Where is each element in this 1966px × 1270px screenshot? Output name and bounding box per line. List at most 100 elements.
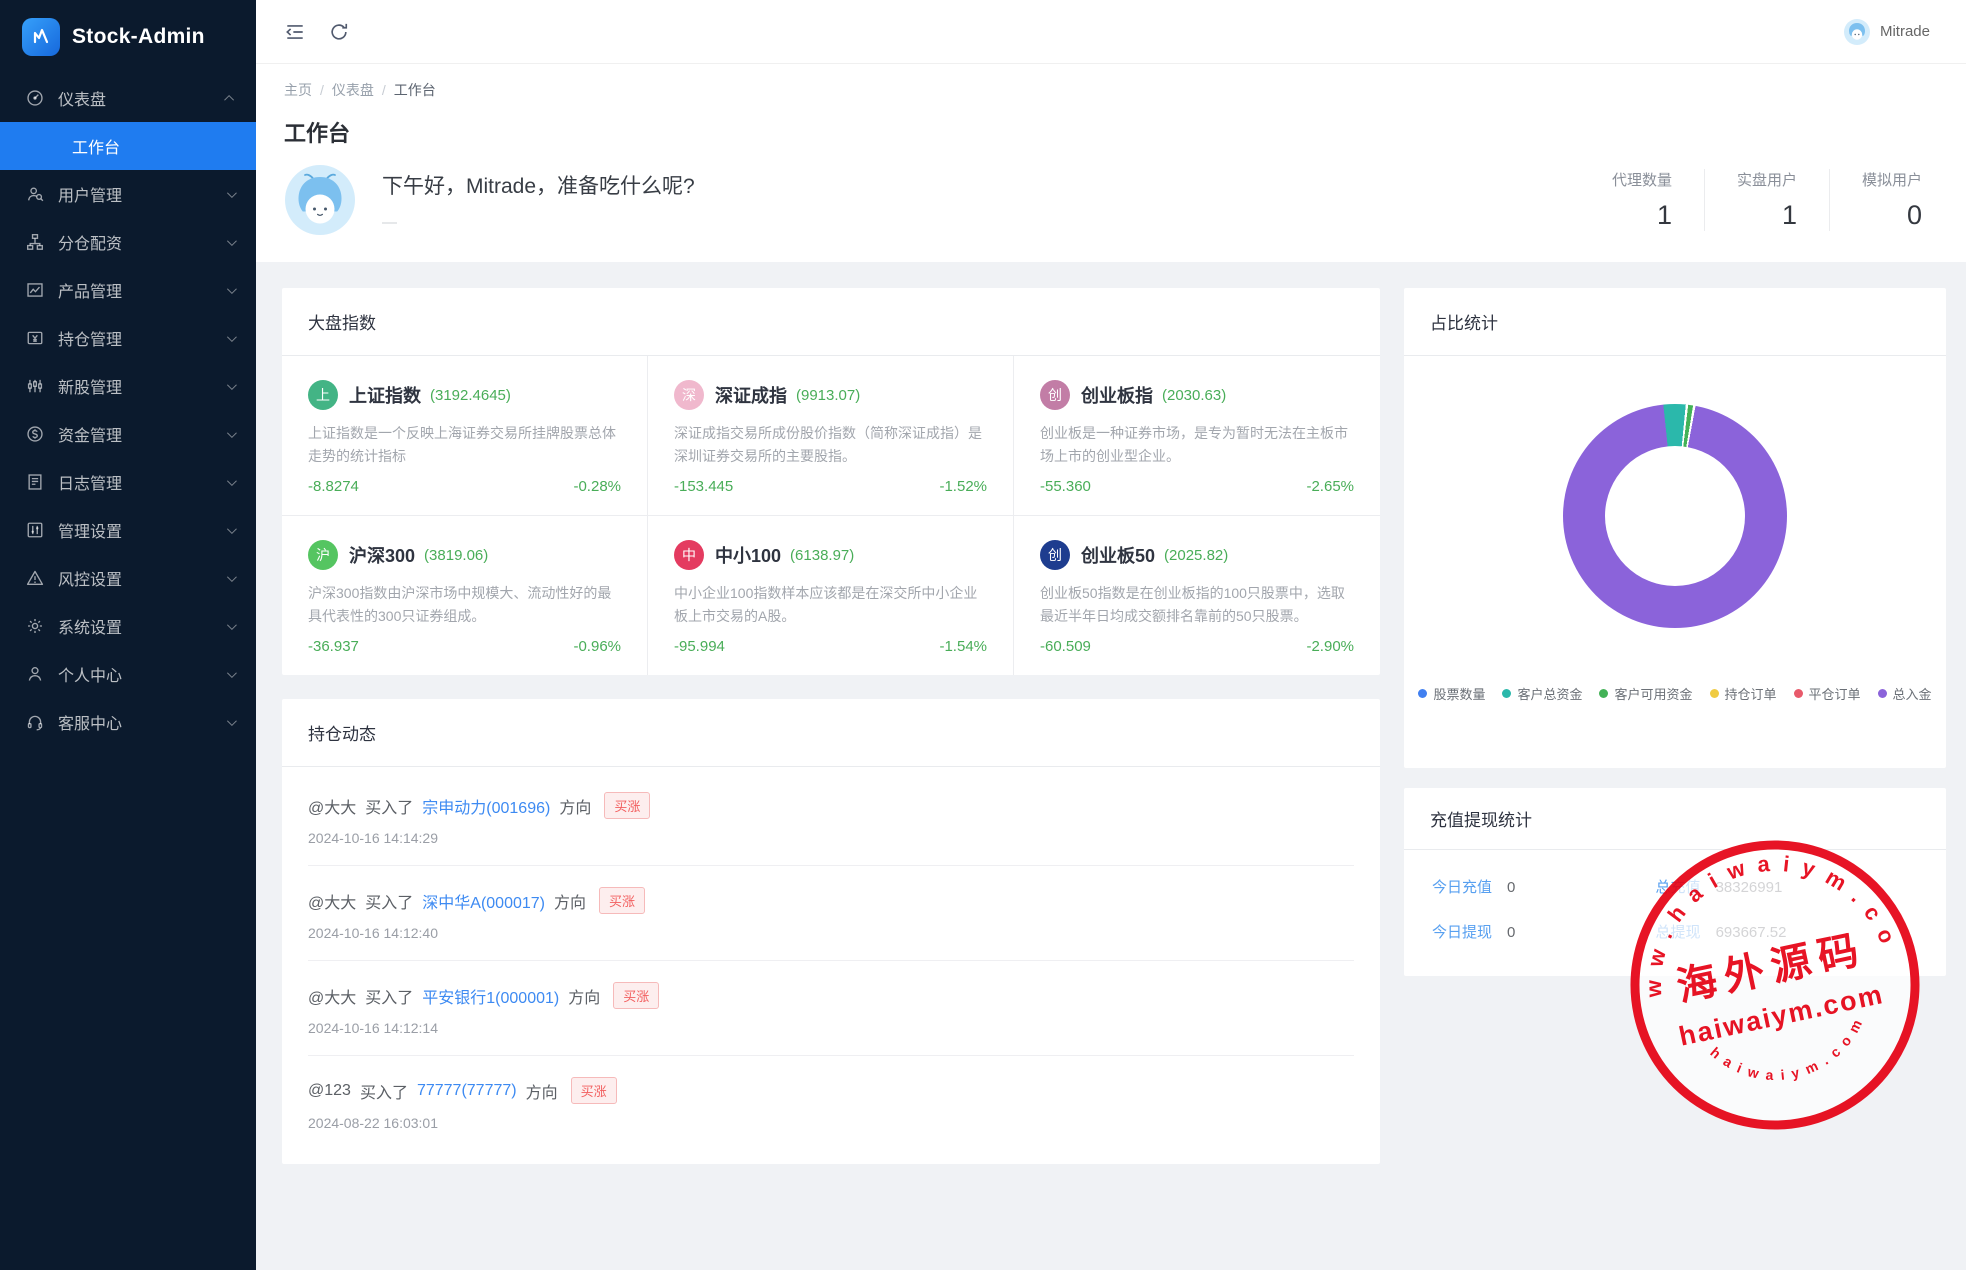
feed-item: @大大 买入了 深中华A(000017) 方向 买涨 2024-10-16 14…: [308, 866, 1354, 961]
legend-item[interactable]: 股票数量: [1418, 684, 1485, 703]
sidebar-item[interactable]: 新股管理: [0, 362, 256, 410]
breadcrumb-separator: /: [320, 82, 324, 98]
summary-stats: 代理数量 1 实盘用户 1 模拟用户 0: [1580, 169, 1926, 231]
sidebar-item[interactable]: 产品管理: [0, 266, 256, 314]
sidebar-item[interactable]: 仪表盘: [0, 74, 256, 122]
sidebar-item[interactable]: 持仓管理: [0, 314, 256, 362]
recharge-label[interactable]: 今日充值: [1432, 879, 1493, 896]
user-menu[interactable]: Mitrade: [1843, 18, 1930, 46]
sidebar-item[interactable]: 系统设置: [0, 602, 256, 650]
chevron-down-icon: [226, 523, 237, 534]
feed-user: @大大: [308, 894, 357, 912]
legend-item[interactable]: 总入金: [1877, 684, 1932, 703]
legend-label: 持仓订单: [1724, 687, 1777, 702]
sidebar-item[interactable]: 管理设置: [0, 506, 256, 554]
log-document-icon: [26, 473, 44, 491]
index-badge-icon: 创: [1040, 540, 1070, 570]
feed-stock-link[interactable]: 77777(77777): [416, 1081, 517, 1099]
index-change-pct: -1.52%: [939, 478, 987, 495]
legend-dot-icon: [1599, 689, 1609, 698]
sidebar-item[interactable]: 客服中心: [0, 698, 256, 746]
feed-user: @大大: [308, 799, 357, 817]
legend-item[interactable]: 客户可用资金: [1599, 684, 1693, 703]
refresh-icon[interactable]: [328, 21, 350, 43]
gear-icon: [26, 617, 44, 635]
index-description: 上证指数是一个反映上海证券交易所挂牌股票总体走势的统计指标: [308, 425, 616, 464]
index-value: (3819.06): [424, 546, 489, 564]
stat-value: 1: [1656, 200, 1672, 230]
feed-direction-badge: 买涨: [604, 792, 651, 819]
sidebar-item[interactable]: 日志管理: [0, 458, 256, 506]
collapse-sidebar-icon[interactable]: [284, 21, 306, 43]
summary-stat: 代理数量 1: [1580, 169, 1704, 231]
index-cell: 深 深证成指 (9913.07) 深证成指交易所成份股价指数（简称深证成指）是深…: [648, 356, 1014, 516]
sidebar-item[interactable]: 用户管理: [0, 170, 256, 218]
sidebar-item[interactable]: 风控设置: [0, 554, 256, 602]
breadcrumb: 主页 / 仪表盘 / 工作台: [284, 80, 1926, 100]
feed-action: 买入了: [359, 1084, 408, 1102]
chevron-down-icon: [226, 619, 237, 630]
greeting-text: 下午好，Mitrade，准备吃什么呢?: [382, 174, 695, 198]
feed-user: @123: [308, 1081, 351, 1099]
feed-stock-link[interactable]: 平安银行1(000001): [422, 989, 560, 1007]
legend-item[interactable]: 平仓订单: [1793, 684, 1861, 703]
recharge-card: 充值提现统计 今日充值 0 总充值 38326991 今日提现 0 总提现 69…: [1404, 788, 1946, 976]
ratio-card: 占比统计 股票数量 客户总资金 客户可用资金 持仓订单 平仓订单 总入金: [1404, 288, 1946, 768]
chevron-down-icon: [226, 379, 237, 390]
index-description: 中小企业100指数样本应该都是在深交所中小企业板上市交易的A股。: [674, 585, 978, 624]
legend-dot-icon: [1418, 689, 1428, 698]
legend-item[interactable]: 持仓订单: [1709, 684, 1777, 703]
index-cell: 创 创业板指 (2030.63) 创业板是一种证券市场，是专为暂时无法在主板市场…: [1014, 356, 1380, 516]
index-value: (9913.07): [796, 386, 861, 404]
feed-direction-badge: 买涨: [613, 982, 660, 1009]
recharge-total-label[interactable]: 总充值: [1655, 879, 1701, 896]
sidebar-item[interactable]: 个人中心: [0, 650, 256, 698]
feed-direction-badge: 买涨: [599, 887, 646, 914]
index-change: -153.445: [674, 478, 734, 495]
summary-stat: 实盘用户 1: [1703, 169, 1829, 231]
user-name: Mitrade: [1879, 23, 1930, 40]
index-name: 创业板指: [1081, 386, 1153, 406]
recharge-row: 今日提现 0 总提现 693667.52: [1432, 921, 1918, 942]
index-badge-icon: 创: [1040, 380, 1070, 410]
index-change: -8.8274: [308, 478, 359, 495]
greeting-avatar: [284, 164, 356, 236]
feed-stock-link[interactable]: 宗申动力(001696): [422, 799, 551, 817]
breadcrumb-dashboard[interactable]: 仪表盘: [331, 82, 374, 98]
logo[interactable]: Stock-Admin: [0, 0, 256, 74]
feed-direction-badge: 买涨: [570, 1077, 617, 1104]
legend-item[interactable]: 客户总资金: [1502, 684, 1582, 703]
recharge-label[interactable]: 今日提现: [1432, 924, 1493, 941]
sidebar-subitem[interactable]: 工作台: [0, 122, 256, 170]
legend-dot-icon: [1793, 689, 1803, 698]
stat-label: 实盘用户: [1736, 172, 1797, 189]
index-change: -36.937: [308, 638, 359, 655]
sidebar-item[interactable]: 分仓配资: [0, 218, 256, 266]
recharge-total-label[interactable]: 总提现: [1655, 924, 1701, 941]
feed-action: 买入了: [365, 894, 414, 912]
sidebar-item[interactable]: 资金管理: [0, 410, 256, 458]
feed-stock-link[interactable]: 深中华A(000017): [422, 894, 545, 912]
gauge-icon: [26, 89, 44, 107]
legend-label: 总入金: [1892, 687, 1932, 702]
index-description: 创业板是一种证券市场，是专为暂时无法在主板市场上市的创业型企业。: [1040, 425, 1348, 464]
legend-label: 客户总资金: [1517, 687, 1583, 702]
feed-direction-label: 方向: [525, 1084, 558, 1102]
legend-dot-icon: [1502, 689, 1512, 698]
recharge-value: 0: [1507, 924, 1516, 941]
admin-panel-icon: [26, 521, 44, 539]
breadcrumb-home[interactable]: 主页: [284, 82, 312, 98]
index-change-pct: -2.90%: [1306, 638, 1354, 655]
feed-timestamp: 2024-10-16 14:12:14: [308, 1020, 438, 1036]
wallet-yen-icon: [26, 329, 44, 347]
index-cell: 上 上证指数 (3192.4645) 上证指数是一个反映上海证券交易所挂牌股票总…: [282, 356, 648, 516]
index-name: 沪深300: [349, 546, 416, 566]
chevron-down-icon: [226, 235, 237, 246]
breadcrumb-current: 工作台: [393, 82, 436, 98]
index-change: -55.360: [1040, 478, 1091, 495]
market-index-card: 大盘指数 上 上证指数 (3192.4645) 上证指数是一个反映上海证券交易所…: [282, 288, 1380, 675]
feed-user: @大大: [308, 989, 357, 1007]
sidebar-menu: 仪表盘 工作台 用户管理 分仓配资 产品管理 持仓管理 新股管理 资金管理 日志…: [0, 74, 256, 1270]
recharge-total-value: 38326991: [1715, 879, 1783, 896]
